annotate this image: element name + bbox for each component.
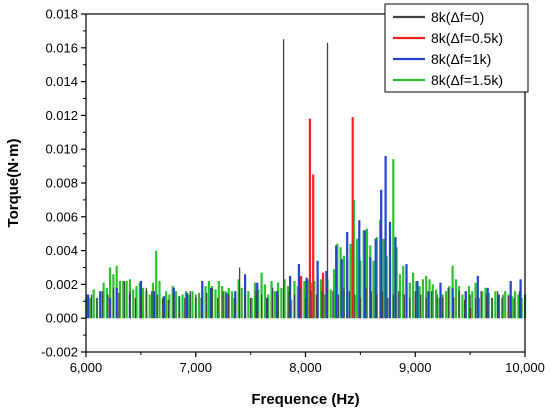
y-tick-label-7: 0.010 — [45, 142, 78, 157]
y-tick-label-9: 0.014 — [45, 74, 78, 89]
y-tick-label-10: 0.016 — [45, 40, 78, 55]
y-tick-label-6: 0.008 — [45, 176, 78, 191]
y-tick-label-5: 0.006 — [45, 209, 78, 224]
y-tick-label-2: 0.000 — [45, 311, 78, 326]
y-axis-label: Torque(N·m) — [5, 139, 22, 228]
legend-label-3: 8k(Δf=1k) — [431, 51, 491, 67]
x-tick-label-4: 9,000 — [399, 360, 432, 375]
legend-box — [384, 3, 529, 93]
y-tick-label-3: 0.002 — [45, 277, 78, 292]
y-tick-label-11: 0.018 — [45, 7, 78, 22]
legend-label-2: 8k(Δf=0.5k) — [431, 30, 503, 46]
legend-label-4: 8k(Δf=1.5k) — [431, 72, 503, 88]
bars-layer — [85, 39, 527, 319]
axes-layer: 6,000 7,000 8,000 9,000 10,000 -0.002 0.000 0.0… — [41, 7, 545, 376]
legend: 8k(Δf=0) 8k(Δf=0.5k) 8k(Δf=1k) 8k(Δf=1.5k) — [384, 3, 529, 93]
y-tick-label-1: -0.002 — [41, 345, 78, 360]
legend-label-1: 8k(Δf=0) — [431, 9, 484, 25]
x-tick-label-2: 7,000 — [179, 360, 212, 375]
y-tick-label-4: 0.004 — [45, 243, 78, 258]
x-axis-label: Frequence (Hz) — [251, 391, 359, 408]
x-tick-label-3: 8,000 — [289, 360, 322, 375]
x-tick-label-5: 10,000 — [505, 360, 545, 375]
y-tick-label-8: 0.012 — [45, 108, 78, 123]
x-tick-label-1: 6,000 — [70, 360, 103, 375]
